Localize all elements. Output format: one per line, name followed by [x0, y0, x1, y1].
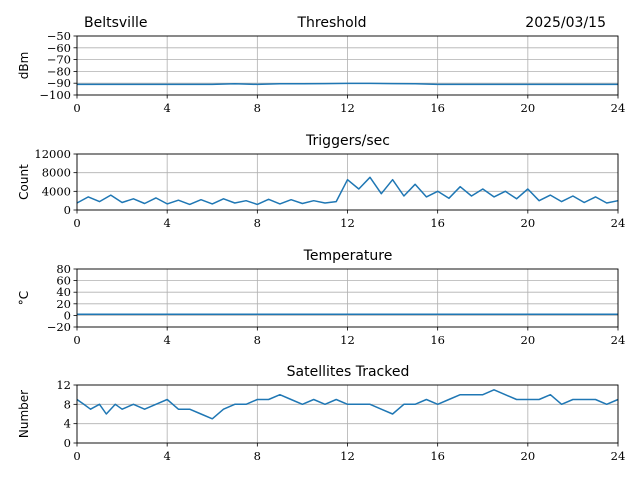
x-tick-label: 16: [430, 216, 445, 230]
y-axis-label: Count: [17, 164, 31, 200]
y-tick-label: 0: [64, 203, 71, 217]
x-tick-label: 0: [73, 449, 80, 463]
x-tick-label: 20: [521, 449, 536, 463]
x-tick-label: 12: [340, 216, 355, 230]
chart-title: Temperature: [303, 248, 393, 264]
chart-panel-0: 0 4 8 12 16 20 24 −100−90−80−70−60−50 Threshold d…: [17, 15, 625, 115]
chart-panels: 0 4 8 12 16 20 24 −100−90−80−70−60−50 Threshold d…: [17, 15, 625, 463]
y-tick-label: 0: [64, 308, 71, 322]
x-tick-label: 20: [521, 101, 536, 115]
x-tick-label: 8: [254, 449, 261, 463]
y-tick-label: −80: [47, 64, 71, 78]
date-label: 2025/03/15: [525, 15, 606, 31]
location-label: Beltsville: [84, 15, 147, 31]
x-tick-label: 20: [521, 216, 536, 230]
x-tick-label: 24: [611, 216, 626, 230]
x-tick-label: 12: [340, 449, 355, 463]
x-tick-label: 0: [73, 333, 80, 347]
y-tick-label: 12: [56, 378, 71, 392]
x-tick-label: 16: [430, 449, 445, 463]
x-tick-label: 8: [254, 101, 261, 115]
y-tick-label: −100: [39, 88, 71, 102]
y-tick-label: −60: [47, 41, 71, 55]
y-tick-label: 0: [64, 436, 71, 450]
x-tick-label: 8: [254, 216, 261, 230]
x-tick-label: 12: [340, 333, 355, 347]
y-tick-label: 20: [56, 297, 71, 311]
y-axis-label: dBm: [17, 52, 31, 80]
x-tick-label: 4: [164, 101, 171, 115]
y-tick-label: 12000: [34, 147, 71, 161]
series-line: [76, 176, 619, 206]
y-axis-label: °C: [17, 291, 31, 305]
x-tick-label: 24: [611, 449, 626, 463]
chart-title: Triggers/sec: [305, 133, 390, 149]
y-tick-label: 4000: [42, 184, 71, 198]
y-tick-label: −90: [47, 76, 71, 90]
x-tick-label: 16: [430, 333, 445, 347]
x-tick-label: 0: [73, 101, 80, 115]
chart-panel-1: 0 4 8 12 16 20 24 0 4000 8000 12000 Triggers/sec Cou…: [17, 133, 625, 230]
x-tick-label: 0: [73, 216, 80, 230]
x-tick-label: 12: [340, 101, 355, 115]
series-line: [76, 389, 619, 420]
y-tick-label: −20: [47, 320, 71, 334]
y-tick-label: 4: [64, 417, 71, 431]
x-tick-label: 4: [164, 449, 171, 463]
y-tick-label: −70: [47, 53, 71, 67]
y-tick-label: −50: [47, 29, 71, 43]
x-tick-label: 24: [611, 333, 626, 347]
y-axis-label: Number: [17, 390, 31, 438]
y-tick-label: 40: [56, 285, 71, 299]
y-tick-label: 8: [64, 397, 71, 411]
x-tick-label: 4: [164, 216, 171, 230]
y-tick-label: 8000: [42, 166, 71, 180]
x-tick-label: 4: [164, 333, 171, 347]
y-tick-label: 60: [56, 274, 71, 288]
chart-title: Threshold: [297, 15, 367, 31]
y-tick-label: 80: [56, 262, 71, 276]
x-tick-label: 16: [430, 101, 445, 115]
x-tick-label: 8: [254, 333, 261, 347]
x-tick-label: 20: [521, 333, 536, 347]
chart-title: Satellites Tracked: [287, 364, 410, 380]
chart-panel-3: 0 4 8 12 16 20 24 0 4 8 12 Satellites Tracked Number: [17, 364, 625, 463]
x-tick-label: 24: [611, 101, 626, 115]
series-line: [77, 82, 618, 86]
